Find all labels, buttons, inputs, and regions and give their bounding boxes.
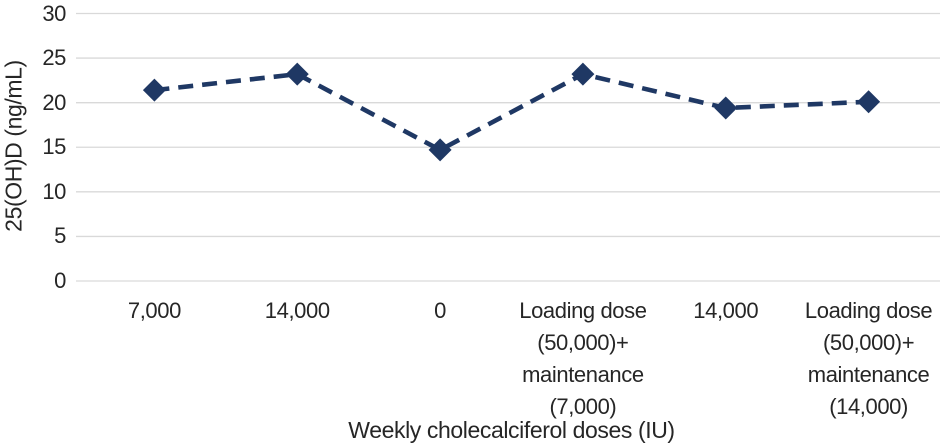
y-tick-label: 20 <box>42 89 66 115</box>
y-tick-label: 25 <box>42 45 66 71</box>
series-line <box>154 71 869 153</box>
x-tick-label: 7,000 <box>127 298 181 323</box>
y-tick-label: 30 <box>42 0 66 26</box>
x-tick-label: 0 <box>434 298 446 323</box>
y-tick-label: 15 <box>42 134 66 160</box>
data-point-marker <box>428 138 452 162</box>
y-tick-label: 0 <box>54 268 66 293</box>
data-point-marker <box>857 90 881 114</box>
x-tick-label: 14,000 <box>264 298 330 323</box>
x-tick-label: Loading dose (50,000)+ maintenance (7,00… <box>519 298 647 419</box>
data-point-marker <box>714 96 738 120</box>
x-axis-title: Weekly cholecalciferol doses (IU) <box>348 417 675 443</box>
data-point-marker <box>285 62 309 86</box>
data-point-marker <box>571 62 595 86</box>
y-tick-label: 10 <box>42 178 66 204</box>
x-tick-label: 14,000 <box>693 298 759 323</box>
x-tick-label: Loading dose (50,000)+ maintenance (14,0… <box>804 298 933 419</box>
y-tick-label: 5 <box>54 223 66 249</box>
data-point-marker <box>142 78 166 102</box>
